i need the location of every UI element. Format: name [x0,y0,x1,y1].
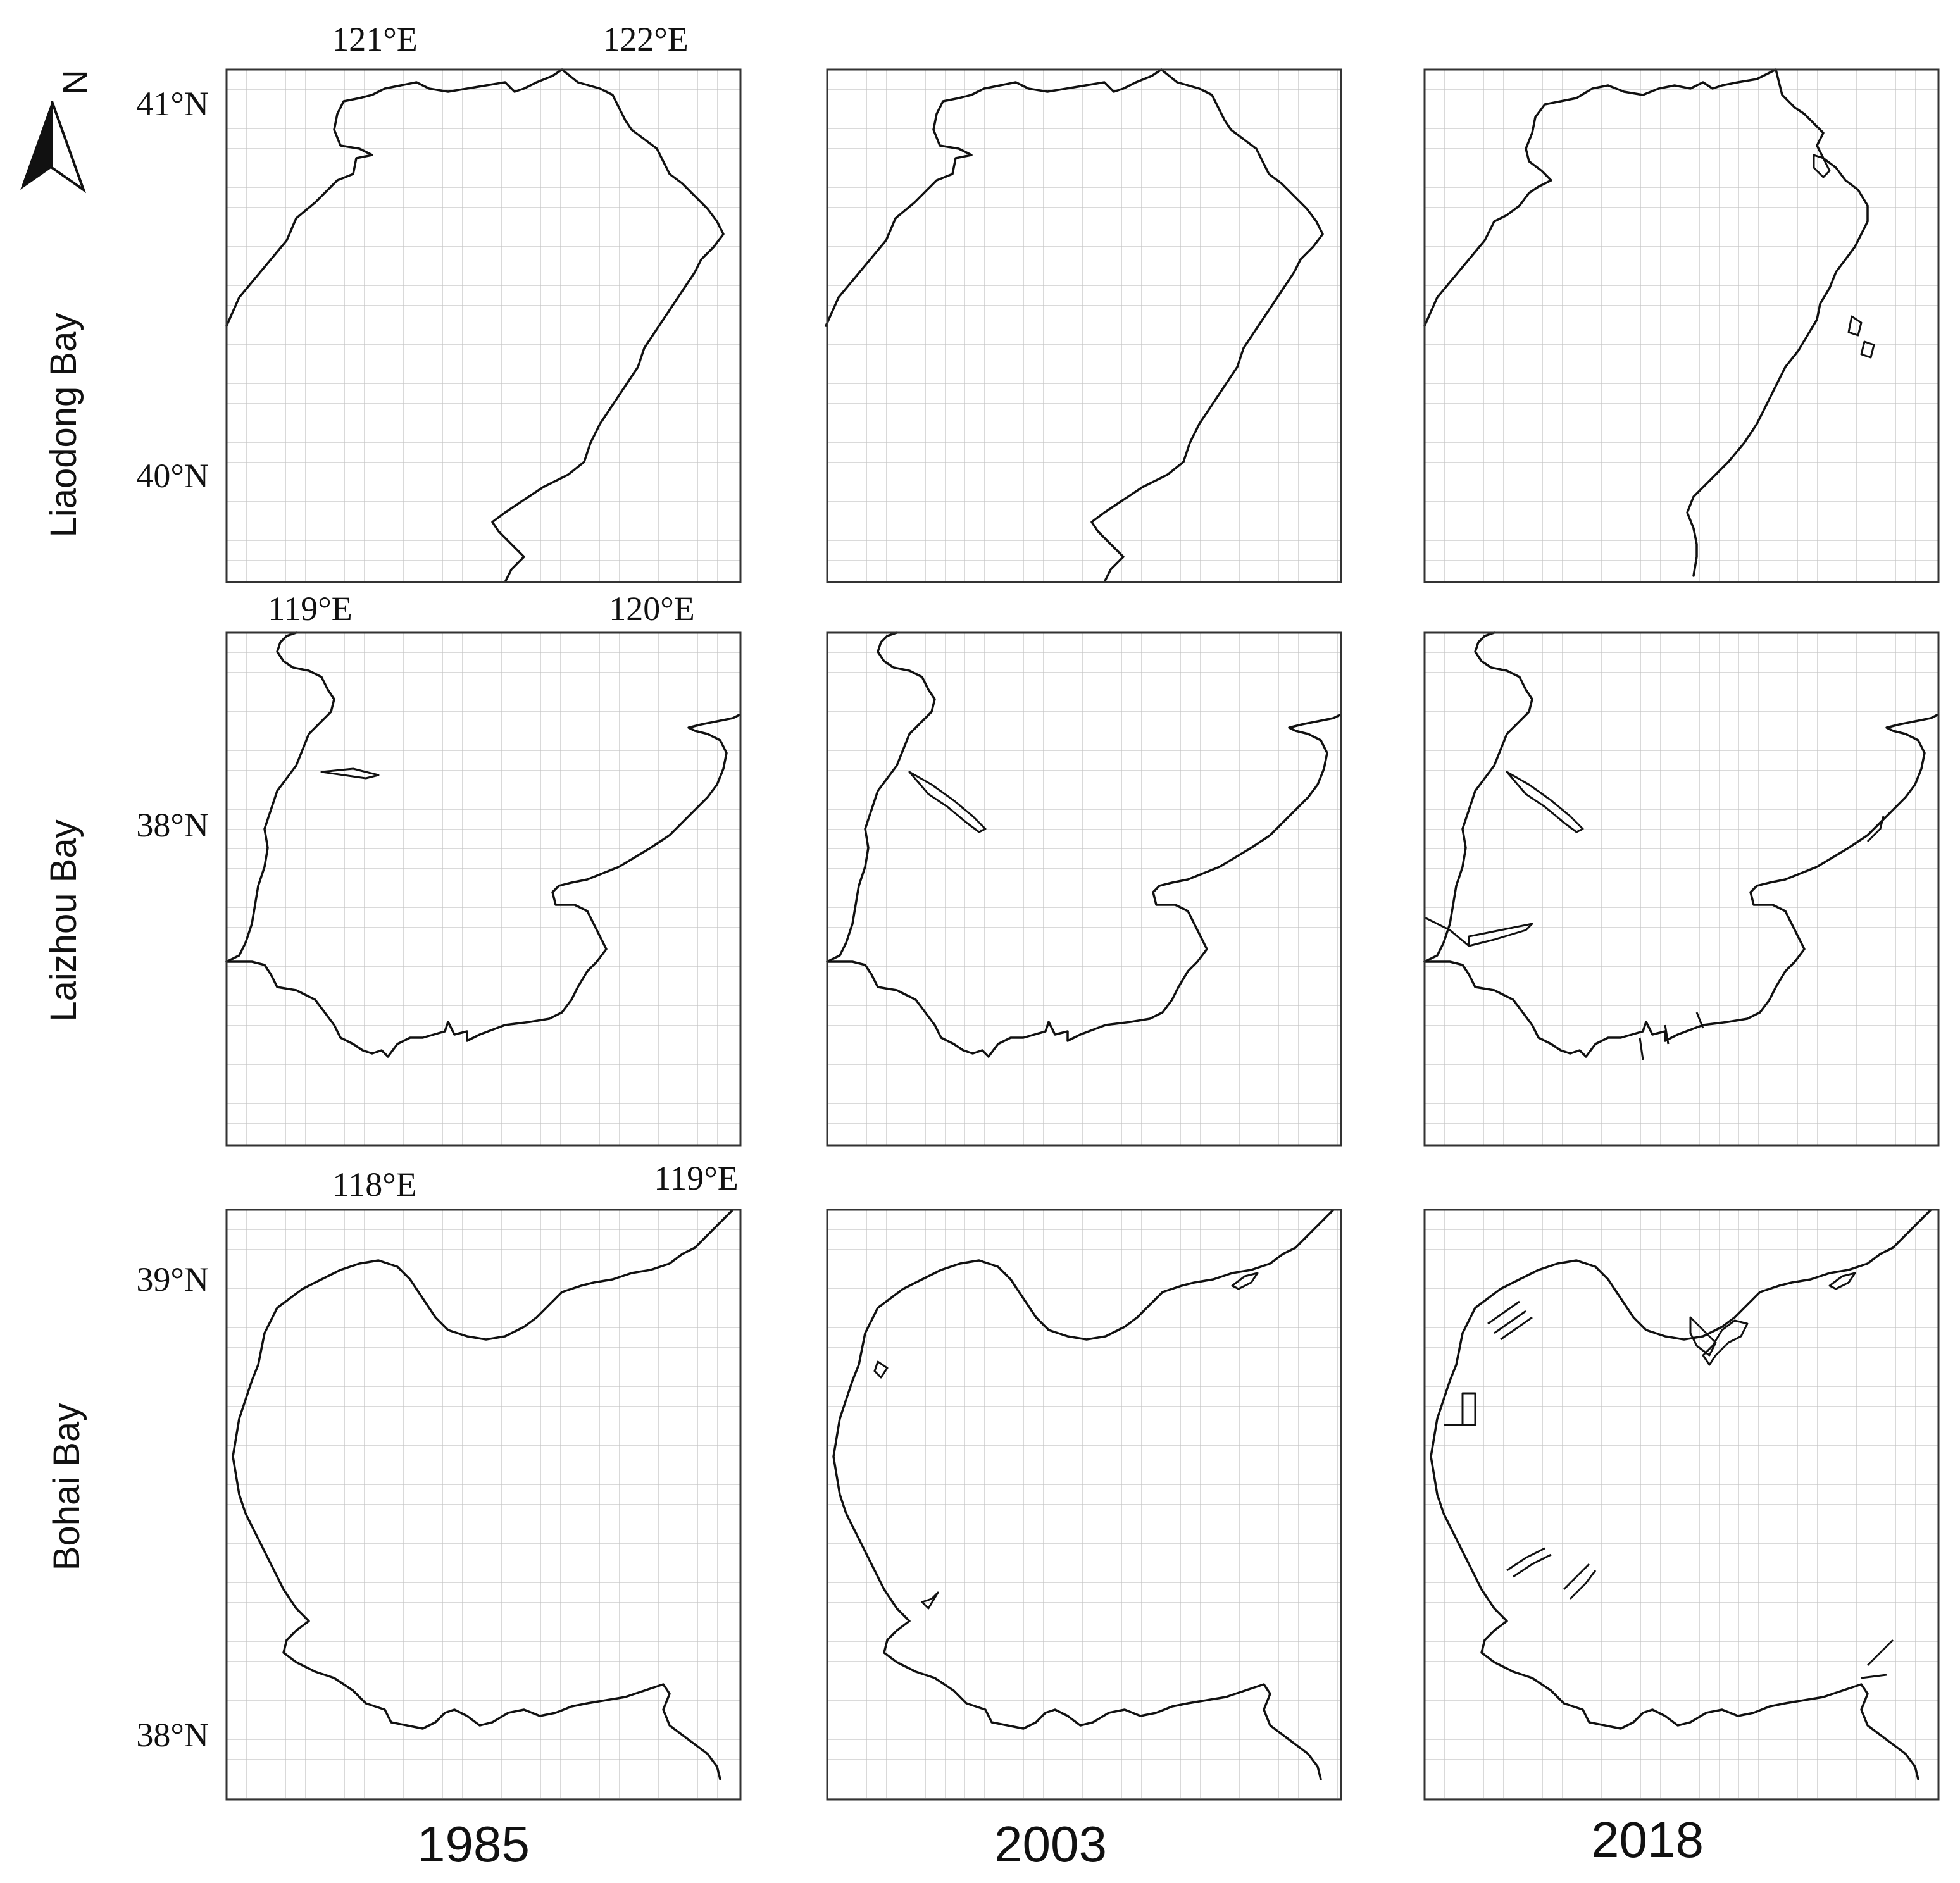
panel-liaodong-2003 [825,68,1342,583]
lat-label-40n: 40°N [136,457,209,495]
panel-bohai-2003 [826,1209,1342,1801]
panel-laizhou-2003 [826,631,1342,1147]
row-label-bohai-bay: Bohai Bay [46,1403,87,1570]
north-arrow-letter: N [56,70,94,95]
row-label-laizhou-bay: Laizhou Bay [43,819,84,1021]
lon-label-119e-laizhou: 119°E [268,590,353,628]
lon-label-119e-bohai: 119°E [654,1159,739,1197]
panel-liaodong-1985 [225,68,742,583]
lat-label-38n-laizhou: 38°N [136,806,209,844]
north-arrow-icon: N [20,70,94,194]
lat-label-41n: 41°N [136,85,209,123]
lon-label-118e: 118°E [332,1165,417,1203]
lon-label-121e: 121°E [332,20,418,58]
year-label-2018: 2018 [1591,1812,1704,1868]
lon-label-122e: 122°E [602,20,689,58]
lon-label-120e: 120°E [609,590,695,628]
year-label-2003: 2003 [994,1816,1107,1872]
panel-laizhou-2018 [1423,631,1940,1147]
panel-laizhou-1985 [225,631,742,1147]
panel-bohai-1985 [225,1209,742,1801]
panel-liaodong-2018 [1423,68,1940,583]
lat-label-39n: 39°N [136,1260,209,1298]
lat-label-38n-bohai: 38°N [136,1716,209,1754]
year-label-1985: 1985 [417,1816,530,1872]
row-label-liaodong-bay: Liaodong Bay [43,313,84,538]
panel-bohai-2018 [1423,1209,1940,1801]
